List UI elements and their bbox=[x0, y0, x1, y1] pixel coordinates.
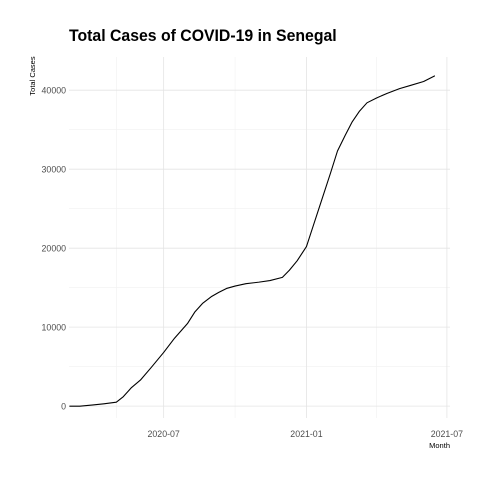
series-line bbox=[69, 75, 436, 407]
y-tick-label: 40000 bbox=[42, 85, 67, 95]
x-tick-label: 2021-07 bbox=[431, 429, 463, 439]
grid-layer bbox=[69, 57, 450, 418]
y-axis-title: Total Cases bbox=[28, 56, 37, 95]
y-tick-label: 0 bbox=[61, 401, 66, 411]
x-axis-title: Month bbox=[429, 441, 450, 450]
y-tick-label: 20000 bbox=[42, 243, 67, 253]
line-layer bbox=[69, 75, 436, 407]
x-tick-label: 2020-07 bbox=[148, 429, 180, 439]
x-tick-label: 2021-01 bbox=[290, 429, 322, 439]
y-tick-label: 10000 bbox=[42, 322, 67, 332]
y-tick-label: 30000 bbox=[42, 164, 67, 174]
chart-title: Total Cases of COVID-19 in Senegal bbox=[69, 26, 337, 45]
tick-layer: 2020-07 2021-01 2021-07 0 10000 20000 30000 400… bbox=[42, 85, 464, 439]
